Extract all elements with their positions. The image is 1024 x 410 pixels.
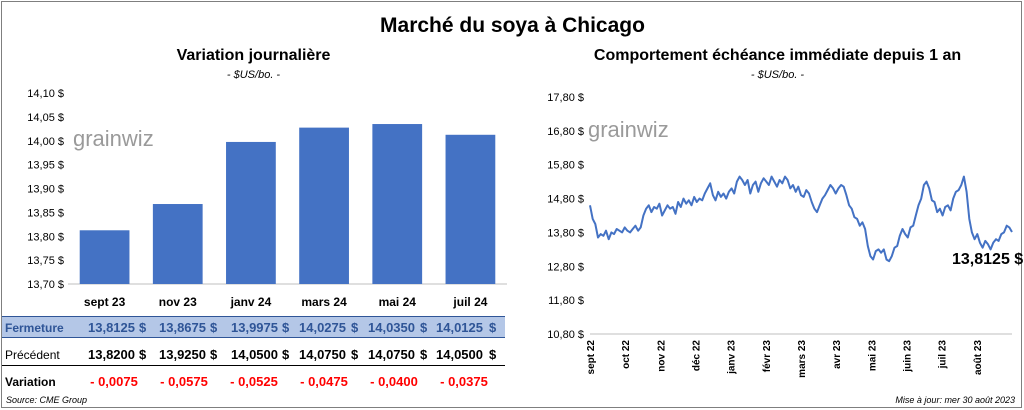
variation-value: - 0,0525 — [230, 374, 278, 389]
fermeture-value: 13,9975 — [231, 320, 278, 335]
precedent-value: 13,8200 — [88, 347, 135, 362]
currency-sign: $ — [420, 320, 428, 335]
precedent-value: 14,0500 — [231, 347, 278, 362]
bar-mark — [79, 230, 130, 284]
currency-sign: $ — [210, 347, 218, 362]
update-note: Mise à jour: mer 30 août 2023 — [895, 395, 1015, 405]
line-y-tick-label: 11,80 $ — [548, 295, 584, 307]
line-x-tick-label: févr 23 — [762, 340, 773, 373]
variation-value: - 0,0400 — [370, 374, 418, 389]
line-x-tick-label: déc 22 — [692, 340, 703, 372]
bar-category-label: mars 24 — [301, 295, 347, 309]
line-y-tick-label: 13,80 $ — [547, 227, 584, 239]
bar-mark — [372, 124, 423, 284]
bar-y-tick-label: 13,90 $ — [27, 184, 64, 196]
last-value-label: 13,8125 $ — [952, 251, 1023, 268]
table-row-precedent: Précédent 13,8200 $ 13,9250 $ 14,0500 $ 14,… — [2, 344, 505, 366]
precedent-value: 14,0750 — [368, 347, 415, 362]
fermeture-value: 13,8675 — [159, 320, 206, 335]
currency-sign: $ — [351, 347, 359, 362]
bar-mark — [445, 134, 496, 284]
line-x-tick-label: oct 22 — [621, 340, 632, 369]
bar-y-tick-label: 13,80 $ — [27, 231, 64, 243]
currency-sign: $ — [139, 320, 147, 335]
bar-chart: 14,10 $ 14,05 $ 14,00 $ 13,95 $ 13,90 $ 13,85… — [27, 88, 507, 309]
currency-sign: $ — [282, 347, 290, 362]
bar-chart-title: Variation journalière — [176, 47, 331, 64]
bar-category-label: nov 23 — [159, 295, 197, 309]
currency-sign: $ — [351, 320, 359, 335]
row-label-variation: Variation — [5, 375, 56, 389]
line-chart: 17,80 $ 16,80 $ 15,80 $ 14,80 $ 13,80 $ 12,80… — [547, 92, 1023, 378]
bar-y-tick-label: 14,10 $ — [27, 88, 64, 100]
precedent-value: 14,0750 — [299, 347, 346, 362]
variation-value: - 0,0375 — [440, 374, 488, 389]
row-label-precedent: Précédent — [5, 348, 60, 362]
line-x-tick-label: janv 23 — [727, 340, 738, 375]
currency-sign: $ — [139, 347, 147, 362]
line-y-tick-label: 17,80 $ — [547, 92, 584, 104]
source-note: Source: CME Group — [6, 395, 88, 405]
fermeture-value: 14,0275 — [299, 320, 346, 335]
line-chart-title: Comportement échéance immédiate depuis 1… — [593, 47, 962, 64]
bar-category-label: sept 23 — [84, 295, 126, 309]
bar-mark — [152, 204, 203, 284]
line-x-tick-label: juin 23 — [903, 340, 914, 373]
line-y-tick-label: 10,80 $ — [547, 329, 584, 341]
line-y-tick-label: 12,80 $ — [547, 261, 584, 273]
line-x-tick-label: mars 23 — [797, 340, 808, 378]
bar-category-label: mai 24 — [379, 295, 417, 309]
variation-value: - 0,0075 — [90, 374, 138, 389]
variation-value: - 0,0575 — [160, 374, 208, 389]
row-label-fermeture: Fermeture — [5, 321, 64, 335]
bar-y-tick-label: 14,05 $ — [27, 112, 64, 124]
line-x-tick-label: avr 23 — [832, 340, 843, 369]
bar-y-tick-label: 14,00 $ — [27, 136, 64, 148]
currency-sign: $ — [489, 320, 497, 335]
precedent-value: 14,0500 — [436, 347, 483, 362]
bar-mark — [226, 141, 276, 284]
currency-sign: $ — [420, 347, 428, 362]
table-row-variation: Variation - 0,0075 - 0,0575 - 0,0525 - 0… — [2, 371, 505, 393]
main-title: Marché du soya à Chicago — [380, 14, 645, 37]
line-x-tick-label: sept 22 — [586, 340, 597, 375]
precedent-value: 13,9250 — [159, 347, 206, 362]
fermeture-value: 13,8125 — [88, 320, 135, 335]
bar-category-label: janv 24 — [230, 295, 272, 309]
bar-y-tick-label: 13,70 $ — [27, 279, 64, 291]
fermeture-value: 14,0350 — [368, 320, 415, 335]
line-y-tick-label: 16,80 $ — [547, 126, 584, 138]
bar-y-tick-label: 13,85 $ — [27, 207, 64, 219]
bar-chart-watermark: grainwiz — [73, 126, 154, 151]
bar-chart-unit: - $US/bo. - — [226, 69, 281, 81]
table-row-fermeture: Fermeture 13,8125 $ 13,8675 $ 13,9975 $ 14,… — [2, 316, 505, 338]
line-chart-unit: - $US/bo. - — [750, 69, 805, 81]
fermeture-value: 14,0125 — [436, 320, 483, 335]
currency-sign: $ — [489, 347, 497, 362]
currency-sign: $ — [282, 320, 290, 335]
bar-y-tick-label: 13,75 $ — [27, 255, 64, 267]
line-x-tick-label: juil 23 — [938, 340, 949, 370]
line-x-tick-label: août 23 — [973, 340, 984, 375]
price-series-line — [589, 175, 1013, 263]
bar-category-label: juil 24 — [452, 295, 487, 309]
currency-sign: $ — [210, 320, 218, 335]
bar-mark — [299, 127, 349, 285]
variation-value: - 0,0475 — [300, 374, 348, 389]
line-x-tick-label: nov 22 — [656, 340, 667, 372]
line-y-tick-label: 15,80 $ — [547, 160, 584, 172]
line-x-tick-label: mai 23 — [867, 340, 878, 372]
line-chart-watermark: grainwiz — [588, 117, 669, 142]
bar-y-tick-label: 13,95 $ — [27, 160, 64, 172]
line-y-tick-label: 14,80 $ — [547, 194, 584, 206]
